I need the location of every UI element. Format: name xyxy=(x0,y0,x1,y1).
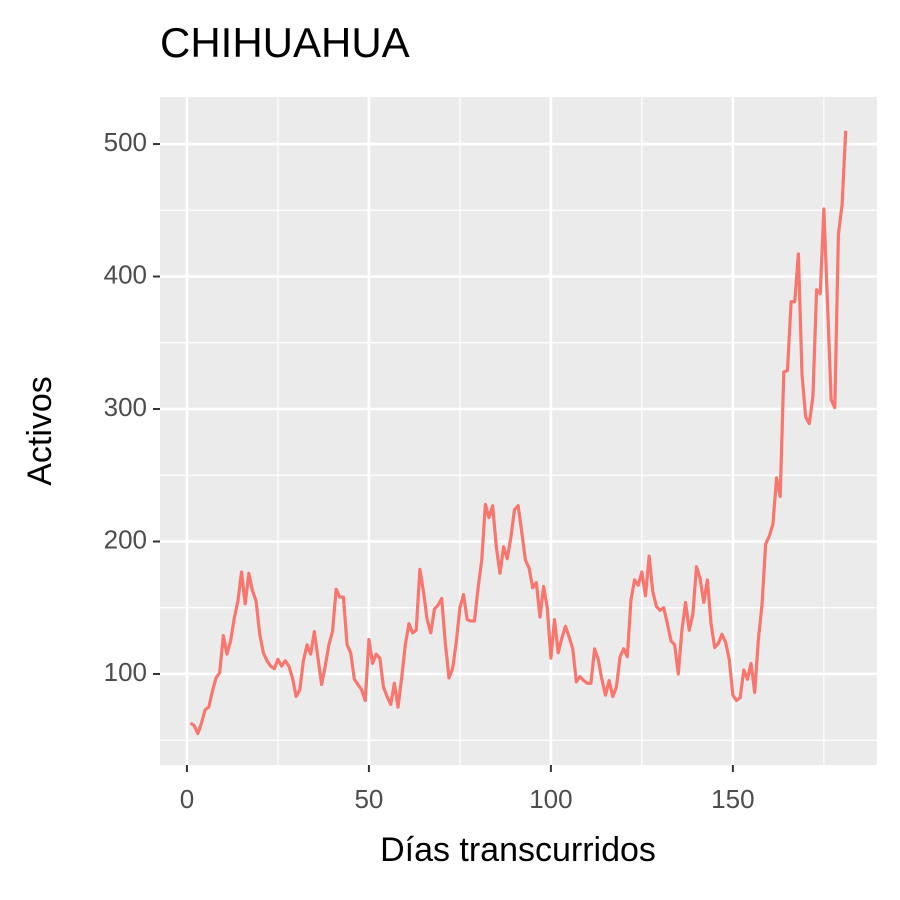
y-tick-label: 400 xyxy=(104,259,147,289)
x-tick-label: 50 xyxy=(354,784,383,814)
chart-title: CHIHUAHUA xyxy=(160,19,410,66)
data-line xyxy=(189,130,848,736)
x-axis-title: Días transcurridos xyxy=(380,831,656,869)
panel xyxy=(160,97,877,765)
y-tick-label: 300 xyxy=(104,392,147,422)
y-tick-label: 500 xyxy=(104,127,147,157)
y-tick-label: 200 xyxy=(104,524,147,554)
x-tick-label: 150 xyxy=(711,784,754,814)
y-axis-title: Activos xyxy=(21,376,59,486)
x-tick-label: 0 xyxy=(180,784,194,814)
x-tick-label: 100 xyxy=(529,784,572,814)
y-tick-label: 100 xyxy=(104,657,147,687)
